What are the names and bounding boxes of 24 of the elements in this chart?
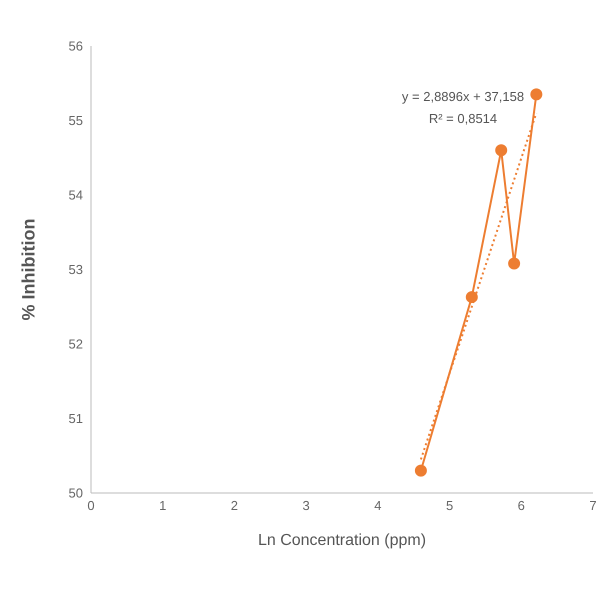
x-tick-label: 1 xyxy=(159,498,166,514)
x-tick-label: 2 xyxy=(230,498,238,514)
point xyxy=(414,464,427,477)
y-tick-label: 54 xyxy=(68,188,83,203)
x-axis-title: Ln Concentration (ppm) xyxy=(258,532,426,549)
y-axis-title: % Inhibition xyxy=(18,218,38,320)
x-tick-label: 7 xyxy=(589,498,597,514)
y-tick-label: 52 xyxy=(68,336,83,352)
annotation: y = 2,8896x + 37,158 xyxy=(400,88,526,106)
annotation: R² = 0,8514 xyxy=(428,110,498,128)
y-tick-label: 50 xyxy=(68,486,83,501)
x-tick-label: 6 xyxy=(518,498,525,514)
point xyxy=(530,88,542,100)
point xyxy=(508,258,520,270)
y-tick-label: 53 xyxy=(68,262,83,278)
y-tick-label: 56 xyxy=(68,38,83,54)
point xyxy=(466,291,478,304)
point xyxy=(495,144,508,156)
x-tick-label: 3 xyxy=(302,498,310,514)
x-tick-label: 5 xyxy=(446,498,454,514)
y-tick-label: 51 xyxy=(68,411,83,426)
y-tick-label: 55 xyxy=(68,113,83,128)
x-tick-label: 4 xyxy=(374,498,382,514)
x-tick-label: 0 xyxy=(87,498,95,514)
